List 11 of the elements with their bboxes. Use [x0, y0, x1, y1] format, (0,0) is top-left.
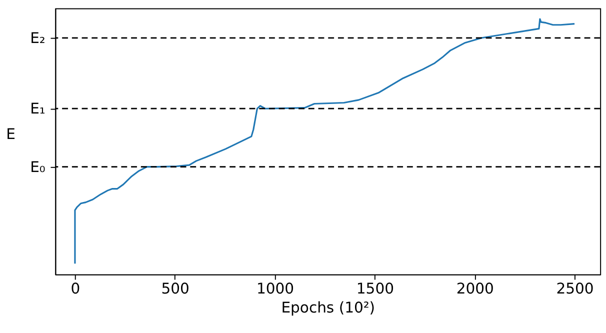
x-axis-title: Epochs (10²) [281, 299, 376, 316]
x-tick-label: 500 [161, 280, 190, 298]
x-tick-label: 2000 [456, 280, 494, 298]
x-tick-label: 0 [70, 280, 80, 298]
x-tick-label: 1500 [356, 280, 394, 298]
x-tick-label: 1000 [256, 280, 294, 298]
x-tick-label: 2500 [556, 280, 594, 298]
ref-line-label: E₁ [30, 100, 46, 118]
ref-line-label: E₀ [30, 158, 46, 176]
y-axis-title: E [6, 126, 16, 143]
ref-line-label: E₂ [30, 30, 46, 47]
